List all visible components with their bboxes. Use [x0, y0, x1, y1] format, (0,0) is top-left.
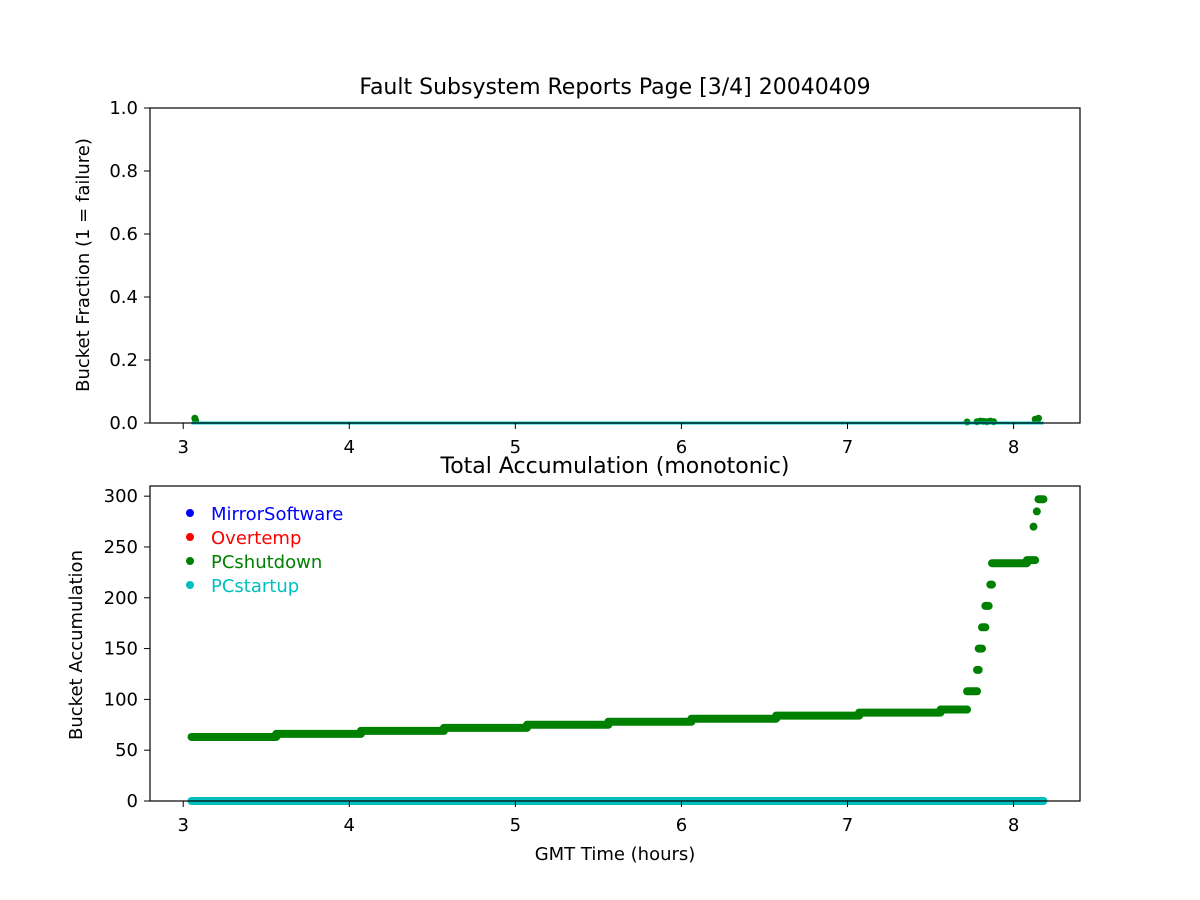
fraction-chart-y-tick-label: 0.2 — [109, 350, 138, 371]
legend-label-pcstartup: PCstartup — [211, 576, 299, 597]
accumulation-chart: 0 50 100 150 200 250 300 3 4 5 6 7 8 Total Accumula… — [66, 454, 1081, 865]
accumulation-chart-x-tick-label: 5 — [510, 815, 521, 836]
fraction-chart-y-tick-label: 0.8 — [109, 161, 138, 182]
accumulation-chart-y-tick-label: 300 — [104, 486, 138, 507]
legend-label-mirrorsoftware: MirrorSoftware — [211, 504, 343, 525]
fraction-chart-x-tick-label: 4 — [344, 437, 355, 458]
accumulation-chart-y-tick-label: 100 — [104, 689, 138, 710]
accumulation-chart-title: Total Accumulation (monotonic) — [440, 454, 790, 479]
fraction-chart-y-tick-label: 0.0 — [109, 413, 138, 434]
fraction-chart-y-label: Bucket Fraction (1 = failure) — [73, 138, 94, 392]
fraction-chart-title: Fault Subsystem Reports Page [3/4] 20040… — [359, 75, 870, 100]
fraction-chart-x-tick-label: 5 — [510, 437, 521, 458]
fraction-chart-y-tick-label: 0.4 — [109, 287, 138, 308]
fraction-chart-y-ticks: 0.0 0.2 0.4 0.6 0.8 1.0 — [109, 98, 150, 434]
accumulation-chart-y-label: Bucket Accumulation — [66, 550, 87, 740]
fraction-chart-x-tick-label: 8 — [1008, 437, 1019, 458]
accumulation-chart-y-tick-label: 0 — [127, 791, 138, 812]
accumulation-chart-x-tick-label: 6 — [676, 815, 687, 836]
accumulation-chart-frame — [149, 485, 1081, 802]
fraction-chart-frame — [149, 107, 1081, 424]
fraction-chart-y-tick-label: 0.6 — [109, 224, 138, 245]
accumulation-chart-y-tick-label: 150 — [104, 639, 138, 660]
accumulation-chart-x-tick-label: 8 — [1008, 815, 1019, 836]
fraction-chart-x-tick-label: 3 — [177, 437, 188, 458]
legend-marker-overtemp — [186, 533, 194, 541]
legend-label-overtemp: Overtemp — [211, 528, 301, 549]
point-pcshutdown — [1034, 414, 1042, 422]
fraction-chart-x-tick-label: 6 — [676, 437, 687, 458]
accumulation-chart-x-label: GMT Time (hours) — [535, 844, 696, 865]
accumulation-chart-y-tick-label: 250 — [104, 537, 138, 558]
accumulation-chart-y-ticks: 0 50 100 150 200 250 300 — [104, 486, 150, 812]
accumulation-chart-legend: MirrorSoftware Overtemp PCshutdown PCstartu… — [186, 504, 343, 597]
accumulation-chart-y-tick-label: 200 — [104, 588, 138, 609]
fraction-chart: 0.0 0.2 0.4 0.6 0.8 1.0 3 4 5 6 7 8 Fault Subsyste… — [73, 75, 1081, 458]
fraction-chart-x-tick-label: 7 — [842, 437, 853, 458]
legend-marker-pcstartup — [186, 581, 194, 589]
accumulation-chart-x-tick-label: 7 — [842, 815, 853, 836]
fraction-chart-y-tick-label: 1.0 — [109, 98, 138, 119]
accumulation-chart-y-tick-label: 50 — [115, 740, 138, 761]
accumulation-chart-x-ticks: 3 4 5 6 7 8 — [177, 801, 1019, 836]
accumulation-chart-x-tick-label: 3 — [177, 815, 188, 836]
legend-marker-pcshutdown — [186, 557, 194, 565]
legend-marker-mirrorsoftware — [186, 509, 194, 517]
fraction-chart-x-ticks: 3 4 5 6 7 8 — [177, 423, 1019, 458]
legend-label-pcshutdown: PCshutdown — [211, 552, 322, 573]
accumulation-chart-x-tick-label: 4 — [344, 815, 355, 836]
